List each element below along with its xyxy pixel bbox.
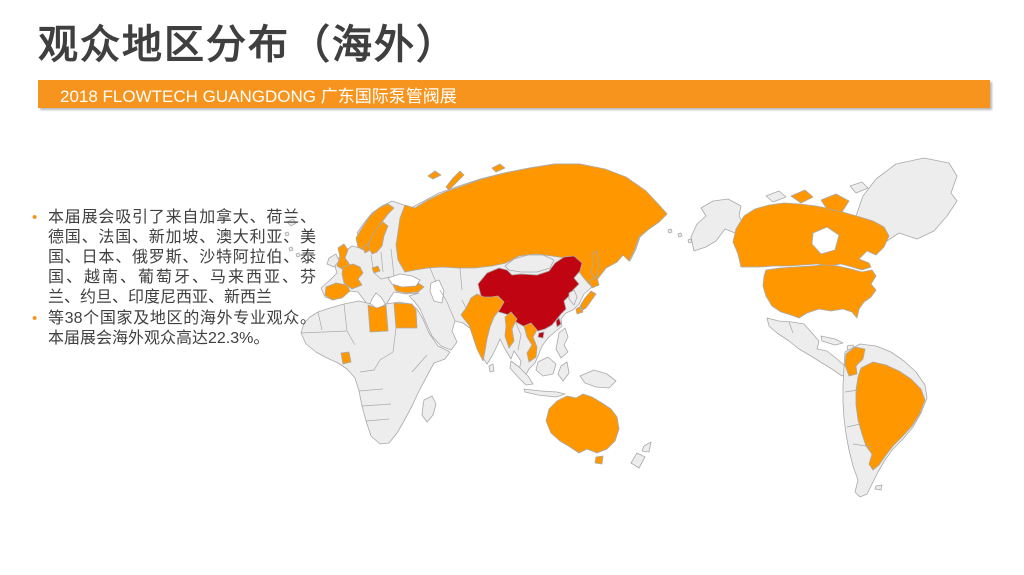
country-madagascar <box>421 395 437 423</box>
list-item: • 本届展会吸引了来自加拿大、荷兰、德国、法国、新加坡、澳大利亚、美国、日本、俄… <box>28 208 318 308</box>
list-item: • 等38个国家及地区的海外专业观众。本届展会海外观众高达22.3%。 <box>28 309 318 349</box>
hudson-bay <box>811 226 840 255</box>
country-new-guinea <box>579 369 617 389</box>
country-russia <box>395 163 668 288</box>
country-cuba <box>820 335 844 346</box>
country-canada-arctic-islands <box>790 189 850 213</box>
country-china-taiwan <box>555 317 562 328</box>
bullet-icon: • <box>32 209 38 226</box>
country-egypt <box>393 302 418 329</box>
country-usa-alaska <box>690 198 745 252</box>
country-indonesia-sumatra <box>509 360 534 386</box>
country-canada <box>732 202 890 271</box>
country-mongolia <box>504 254 555 273</box>
country-indonesia-borneo <box>535 356 557 377</box>
falkland-islands <box>874 484 883 491</box>
aleutian-islands <box>667 228 693 244</box>
country-australia <box>545 393 620 454</box>
atlantic-islands <box>284 231 301 258</box>
country-india <box>460 293 505 362</box>
country-russia-arctic-islands <box>427 163 506 191</box>
country-ghana <box>340 351 352 365</box>
country-austria <box>371 265 381 274</box>
country-mexico-central-america <box>766 317 850 377</box>
country-colombia <box>844 346 866 377</box>
country-sweden <box>367 221 389 255</box>
country-libya <box>367 304 389 333</box>
country-ireland <box>326 253 340 268</box>
bullet-text: 等38个国家及地区的海外专业观众。本届展会海外观众高达22.3%。 <box>48 310 316 347</box>
bullet-icon: • <box>32 310 38 327</box>
country-south-korea <box>568 289 578 306</box>
page-title: 观众地区分布（海外） <box>38 23 458 67</box>
country-indonesia-java <box>523 388 566 398</box>
country-australia-tasmania <box>594 455 604 465</box>
subtitle-banner-text: 2018 FLOWTECH GUANGDONG 广东国际泵管阀展 <box>60 86 457 106</box>
arctic-islands-gray <box>765 181 869 203</box>
country-myanmar <box>504 311 518 349</box>
bullet-list: • 本届展会吸引了来自加拿大、荷兰、德国、法国、新加坡、澳大利亚、美国、日本、俄… <box>28 208 318 350</box>
country-brazil <box>855 361 926 471</box>
black-sea <box>387 273 421 288</box>
country-philippines <box>555 327 569 359</box>
bullet-text: 本届展会吸引了来自加拿大、荷兰、德国、法国、新加坡、澳大利亚、美国、日本、俄罗斯… <box>48 209 316 306</box>
caspian-sea <box>429 279 445 304</box>
country-spain-portugal <box>324 282 351 301</box>
country-denmark <box>362 243 371 254</box>
country-iceland <box>286 218 297 227</box>
country-france <box>341 263 364 290</box>
country-greenland <box>855 157 958 245</box>
country-new-zealand <box>630 441 652 469</box>
country-sri-lanka <box>488 363 495 373</box>
country-vietnam <box>523 322 538 363</box>
country-japan <box>575 276 600 315</box>
country-united-states <box>762 264 877 319</box>
country-china-hainan <box>537 331 545 339</box>
internal-borders <box>300 248 873 448</box>
country-indonesia-sulawesi <box>557 361 570 382</box>
subtitle-banner: 2018 FLOWTECH GUANGDONG 广东国际泵管阀展 <box>38 80 990 108</box>
country-norway <box>355 203 395 251</box>
